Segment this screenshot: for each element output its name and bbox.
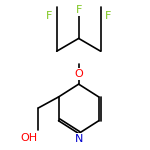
Text: F: F [75, 5, 82, 15]
Text: OH: OH [21, 133, 38, 143]
Text: N: N [74, 134, 83, 144]
Text: F: F [105, 11, 111, 21]
Text: F: F [46, 11, 53, 21]
Text: O: O [74, 69, 83, 79]
